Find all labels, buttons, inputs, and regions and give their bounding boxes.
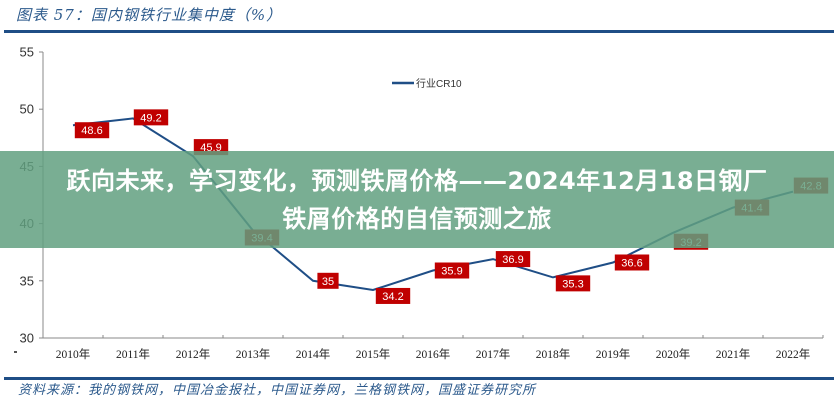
x-tick-label: 2020年 <box>656 347 691 361</box>
legend: 行业CR10 <box>392 77 462 90</box>
stray-mark <box>14 351 17 353</box>
svg-text:48.6: 48.6 <box>81 125 102 137</box>
source-divider <box>4 377 834 380</box>
y-tick-label: 30 <box>20 331 34 346</box>
x-tick-label: 2012年 <box>176 347 211 361</box>
banner-headline: 跃向未来，学习变化，预测铁屑价格——2024年12月18日钢厂铁屑价格的自信预测… <box>66 166 768 233</box>
x-tick-label: 2011年 <box>116 347 150 361</box>
x-tick-label: 2021年 <box>716 347 751 361</box>
x-tick-label: 2017年 <box>476 347 511 361</box>
legend-label: 行业CR10 <box>416 77 462 90</box>
x-tick-label: 2015年 <box>356 347 391 361</box>
x-tick-label: 2022年 <box>776 347 811 361</box>
svg-text:34.2: 34.2 <box>382 291 403 303</box>
x-tick-label: 2013年 <box>236 347 271 361</box>
data-label: 36.9 <box>495 251 531 268</box>
x-tick-label: 2010年 <box>56 347 91 361</box>
title-divider <box>4 30 834 33</box>
svg-text:36.6: 36.6 <box>621 257 642 269</box>
svg-text:35: 35 <box>322 276 334 288</box>
data-label: 48.6 <box>74 122 110 139</box>
data-label: 34.2 <box>375 287 411 304</box>
x-tick-label: 2018年 <box>536 347 571 361</box>
y-tick-label: 55 <box>20 45 34 60</box>
x-tick-label: 2014年 <box>296 347 331 361</box>
svg-text:35.3: 35.3 <box>562 278 583 290</box>
y-tick-label: 35 <box>20 273 34 288</box>
title-banner: 跃向未来，学习变化，预测铁屑价格——2024年12月18日钢厂铁屑价格的自信预测… <box>0 151 834 248</box>
data-label: 35.3 <box>555 275 591 292</box>
x-tick-label: 2016年 <box>416 347 451 361</box>
x-axis: 2010年 2011年 2012年 2013年 2014年 2015年 2016年 2017年… <box>42 335 824 361</box>
y-tick-label: 50 <box>20 102 34 117</box>
data-label: 49.2 <box>133 109 169 126</box>
svg-text:36.9: 36.9 <box>502 254 523 266</box>
svg-text:35.9: 35.9 <box>441 266 462 278</box>
figure-title: 图表 57：国内钢铁行业集中度（%） <box>16 6 283 24</box>
data-label: 35.9 <box>434 262 470 279</box>
data-label: 35 <box>317 272 339 289</box>
source-note: 资料来源：我的钢铁网，中国冶金报社，中国证券网，兰格钢铁网，国盛证券研究所 <box>18 383 537 398</box>
x-tick-label: 2019年 <box>596 347 631 361</box>
data-label: 36.6 <box>614 254 650 271</box>
svg-text:49.2: 49.2 <box>140 112 161 124</box>
